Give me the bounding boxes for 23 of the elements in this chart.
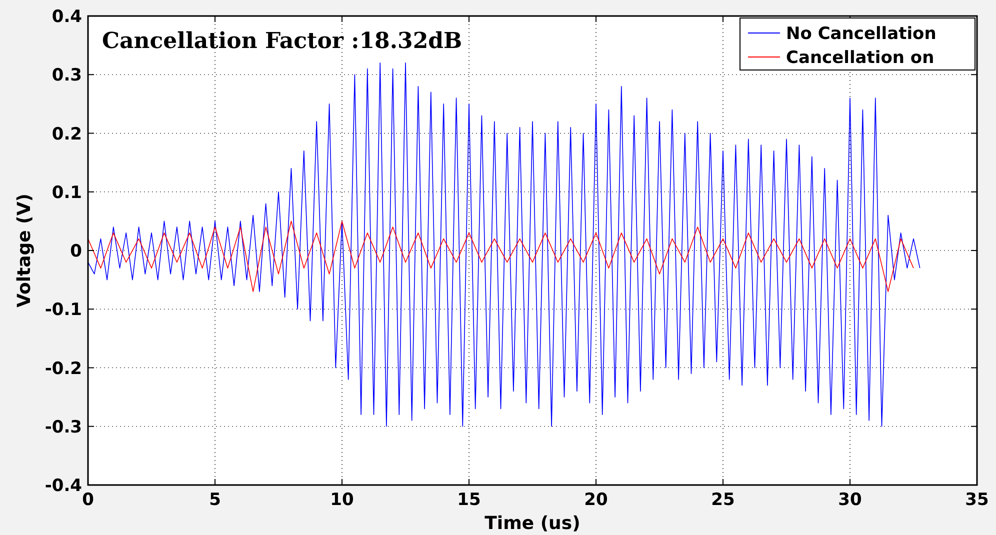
legend-label: No Cancellation [786, 24, 936, 44]
y-tick-label: 0.4 [52, 7, 82, 27]
y-tick-label: 0.2 [52, 124, 82, 144]
legend-label: Cancellation on [786, 48, 934, 68]
y-tick-label: -0.4 [44, 476, 82, 496]
line-series [88, 62, 920, 427]
y-tick-label: -0.1 [44, 300, 82, 320]
y-axis-title: Voltage (V) [14, 194, 35, 308]
x-tick-label: 5 [209, 490, 221, 510]
line-series [88, 220, 914, 292]
y-tick-label: -0.2 [44, 358, 82, 379]
x-tick-label: 15 [457, 490, 481, 510]
x-tick-label: 30 [838, 490, 862, 510]
x-tick-label: 20 [584, 490, 608, 510]
y-tick-label: 0.3 [52, 66, 82, 86]
x-axis-title: Time (us) [484, 513, 580, 534]
y-tick-label: 0.1 [52, 182, 82, 203]
x-tick-label: 10 [330, 490, 354, 510]
y-tick-label: 0 [70, 242, 82, 262]
y-tick-label: -0.3 [44, 417, 82, 438]
x-tick-label: 25 [711, 490, 735, 510]
annotation: Cancellation Factor :18.32dB [102, 28, 462, 54]
x-tick-label: 35 [965, 490, 989, 510]
